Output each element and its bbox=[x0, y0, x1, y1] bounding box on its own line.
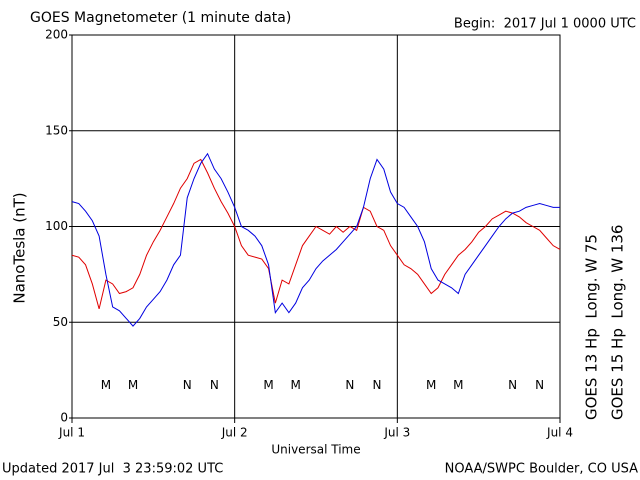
annotation: M bbox=[453, 378, 463, 392]
chart-title: GOES Magnetometer (1 minute data) bbox=[30, 10, 291, 26]
x-tick-label: Jul 1 bbox=[58, 426, 85, 440]
annotation: M bbox=[426, 378, 436, 392]
series-line bbox=[71, 152, 560, 327]
y-axis-label: NanoTesla (nT) bbox=[11, 192, 29, 303]
chart-subtitle: Begin: 2017 Jul 1 0000 UTC bbox=[454, 17, 636, 32]
legend-label: GOES 15 Hp Long. W 136 bbox=[609, 225, 627, 420]
y-tick-label: 50 bbox=[53, 315, 68, 329]
y-tick-label: 150 bbox=[45, 123, 68, 137]
annotation: N bbox=[345, 378, 354, 392]
y-tick-label: 0 bbox=[60, 411, 68, 425]
annotation: M bbox=[128, 378, 138, 392]
annotation: M bbox=[263, 378, 273, 392]
y-tick-label: 100 bbox=[45, 219, 68, 233]
footer-right: NOAA/SWPC Boulder, CO USA bbox=[445, 462, 638, 477]
annotation: M bbox=[101, 378, 111, 392]
footer-left: Updated 2017 Jul 3 23:59:02 UTC bbox=[2, 462, 223, 477]
annotation: N bbox=[183, 378, 192, 392]
x-axis-label: Universal Time bbox=[271, 443, 360, 457]
series-line bbox=[71, 158, 561, 309]
x-tick-label: Jul 3 bbox=[383, 426, 410, 440]
annotation: N bbox=[508, 378, 517, 392]
legend-label: GOES 13 Hp Long. W 75 bbox=[583, 234, 601, 420]
x-tick-label: Jul 4 bbox=[546, 426, 573, 440]
annotation: N bbox=[535, 378, 544, 392]
annotation: M bbox=[290, 378, 300, 392]
annotation: N bbox=[373, 378, 382, 392]
y-tick-label: 200 bbox=[45, 28, 68, 42]
x-tick-label: Jul 2 bbox=[221, 426, 248, 440]
annotation: N bbox=[210, 378, 219, 392]
